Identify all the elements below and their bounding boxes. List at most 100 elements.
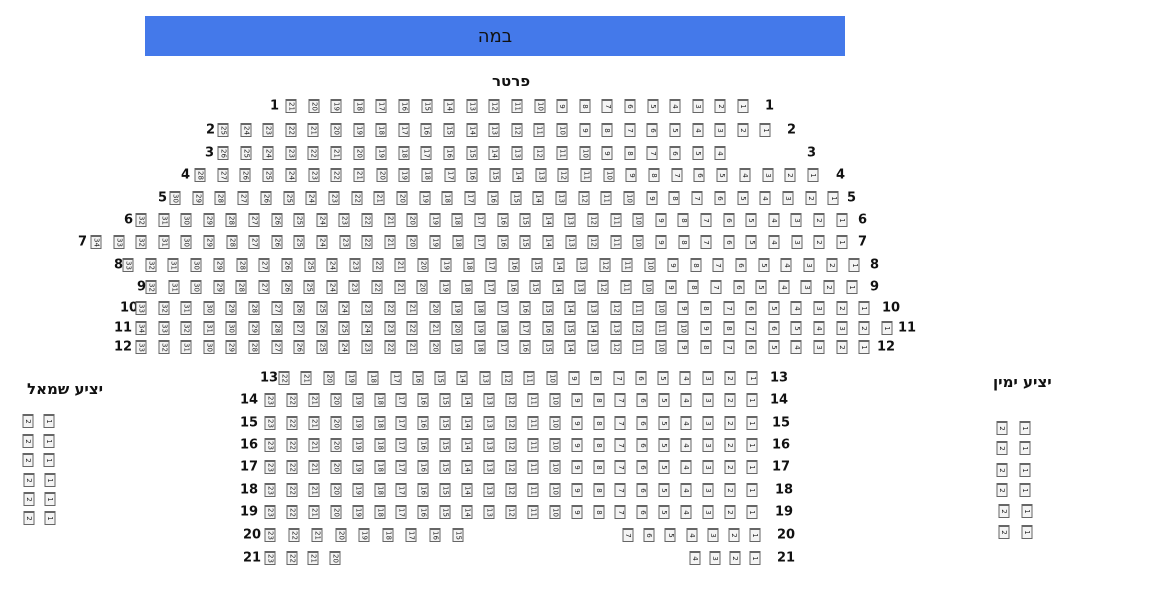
seat[interactable]: 27 — [237, 191, 249, 205]
seat[interactable]: 9 — [579, 123, 591, 137]
seat[interactable]: 20 — [406, 235, 418, 249]
seat[interactable]: 13 — [565, 235, 577, 249]
seat[interactable]: 19 — [352, 393, 364, 407]
seat[interactable]: 21 — [308, 438, 320, 452]
seat[interactable]: 31 — [158, 213, 170, 227]
seat[interactable]: 10 — [603, 168, 615, 182]
seat[interactable]: 23 — [264, 483, 276, 497]
seat[interactable]: 23 — [349, 258, 361, 272]
seat[interactable]: 26 — [293, 340, 305, 354]
seat[interactable]: 25 — [303, 280, 315, 294]
seat[interactable]: 5 — [657, 371, 669, 385]
seat[interactable]: 22 — [286, 438, 298, 452]
seat[interactable]: 19 — [358, 528, 370, 542]
seat-right-balcony[interactable]: 2 — [996, 421, 1008, 435]
seat[interactable]: 20 — [335, 528, 346, 542]
seat[interactable]: 1 — [746, 371, 758, 385]
seat[interactable]: 23 — [328, 191, 340, 205]
seat[interactable]: 22 — [351, 191, 363, 205]
seat[interactable]: 33 — [122, 258, 134, 272]
seat[interactable]: 6 — [714, 191, 726, 205]
seat[interactable]: 9 — [556, 99, 568, 113]
seat[interactable]: 28 — [271, 321, 283, 335]
seat[interactable]: 21 — [330, 146, 342, 160]
seat[interactable]: 10 — [632, 235, 644, 249]
seat[interactable]: 15 — [519, 235, 531, 249]
seat[interactable]: 5 — [664, 528, 676, 542]
seat[interactable]: 10 — [546, 371, 558, 385]
seat[interactable]: 16 — [497, 235, 509, 249]
seat[interactable]: 29 — [203, 235, 215, 249]
seat[interactable]: 27 — [248, 213, 260, 227]
seat[interactable]: 12 — [533, 146, 545, 160]
seat[interactable]: 21 — [308, 505, 320, 519]
seat[interactable]: 2 — [784, 168, 796, 182]
seat[interactable]: 32 — [135, 213, 147, 227]
seat[interactable]: 33 — [113, 235, 125, 249]
seat[interactable]: 6 — [636, 416, 648, 430]
seat[interactable]: 32 — [135, 235, 147, 249]
seat[interactable]: 17 — [474, 213, 486, 227]
seat[interactable]: 26 — [271, 235, 283, 249]
seat[interactable]: 15 — [439, 505, 451, 519]
seat[interactable]: 10 — [677, 321, 689, 335]
seat[interactable]: 29 — [213, 258, 225, 272]
seat[interactable]: 10 — [644, 258, 656, 272]
seat-left-balcony[interactable]: 2 — [22, 414, 34, 428]
seat[interactable]: 4 — [768, 213, 780, 227]
seat[interactable]: 23 — [361, 340, 373, 354]
seat[interactable]: 14 — [552, 280, 564, 294]
seat[interactable]: 12 — [587, 213, 599, 227]
seat[interactable]: 3 — [702, 393, 714, 407]
seat[interactable]: 12 — [610, 340, 622, 354]
seat[interactable]: 26 — [281, 258, 293, 272]
seat[interactable]: 2 — [728, 528, 740, 542]
seat[interactable]: 12 — [505, 438, 517, 452]
seat[interactable]: 20 — [330, 483, 342, 497]
seat[interactable]: 15 — [452, 528, 464, 542]
seat[interactable]: 17 — [390, 371, 401, 385]
seat[interactable]: 19 — [440, 258, 452, 272]
seat[interactable]: 16 — [542, 321, 554, 335]
seat[interactable]: 3 — [813, 340, 825, 354]
seat[interactable]: 21 — [429, 321, 441, 335]
seat[interactable]: 12 — [505, 416, 517, 430]
seat[interactable]: 28 — [194, 168, 206, 182]
seat[interactable]: 8 — [593, 416, 604, 430]
seat[interactable]: 22 — [361, 213, 373, 227]
seat[interactable]: 12 — [505, 505, 517, 519]
seat[interactable]: 11 — [632, 340, 644, 354]
seat[interactable]: 14 — [461, 393, 473, 407]
seat[interactable]: 20 — [429, 340, 441, 354]
seat[interactable]: 20 — [330, 438, 342, 452]
seat[interactable]: 7 — [646, 146, 658, 160]
seat-left-balcony[interactable]: 1 — [43, 414, 55, 428]
seat[interactable]: 17 — [375, 99, 387, 113]
seat-right-balcony[interactable]: 2 — [996, 483, 1008, 497]
seat[interactable]: 22 — [361, 235, 373, 249]
seat[interactable]: 21 — [353, 168, 365, 182]
seat[interactable]: 3 — [714, 123, 726, 137]
seat[interactable]: 4 — [768, 235, 780, 249]
seat[interactable]: 7 — [614, 483, 626, 497]
seat[interactable]: 27 — [258, 258, 270, 272]
seat[interactable]: 4 — [680, 393, 692, 407]
seat[interactable]: 1 — [746, 393, 758, 407]
seat[interactable]: 3 — [790, 213, 802, 227]
seat[interactable]: 13 — [555, 191, 567, 205]
seat[interactable]: 5 — [647, 99, 659, 113]
seat[interactable]: 5 — [669, 123, 681, 137]
seat[interactable]: 7 — [614, 505, 626, 519]
seat[interactable]: 20 — [330, 460, 342, 474]
seat[interactable]: 3 — [702, 460, 714, 474]
seat[interactable]: 24 — [338, 301, 350, 315]
seat[interactable]: 1 — [746, 438, 758, 452]
seat[interactable]: 4 — [680, 438, 692, 452]
seat[interactable]: 32 — [180, 321, 192, 335]
seat[interactable]: 11 — [527, 483, 539, 497]
seat[interactable]: 17 — [474, 235, 486, 249]
seat[interactable]: 16 — [420, 123, 432, 137]
seat[interactable]: 2 — [836, 340, 848, 354]
seat[interactable]: 8 — [700, 301, 712, 315]
seat[interactable]: 16 — [398, 99, 410, 113]
